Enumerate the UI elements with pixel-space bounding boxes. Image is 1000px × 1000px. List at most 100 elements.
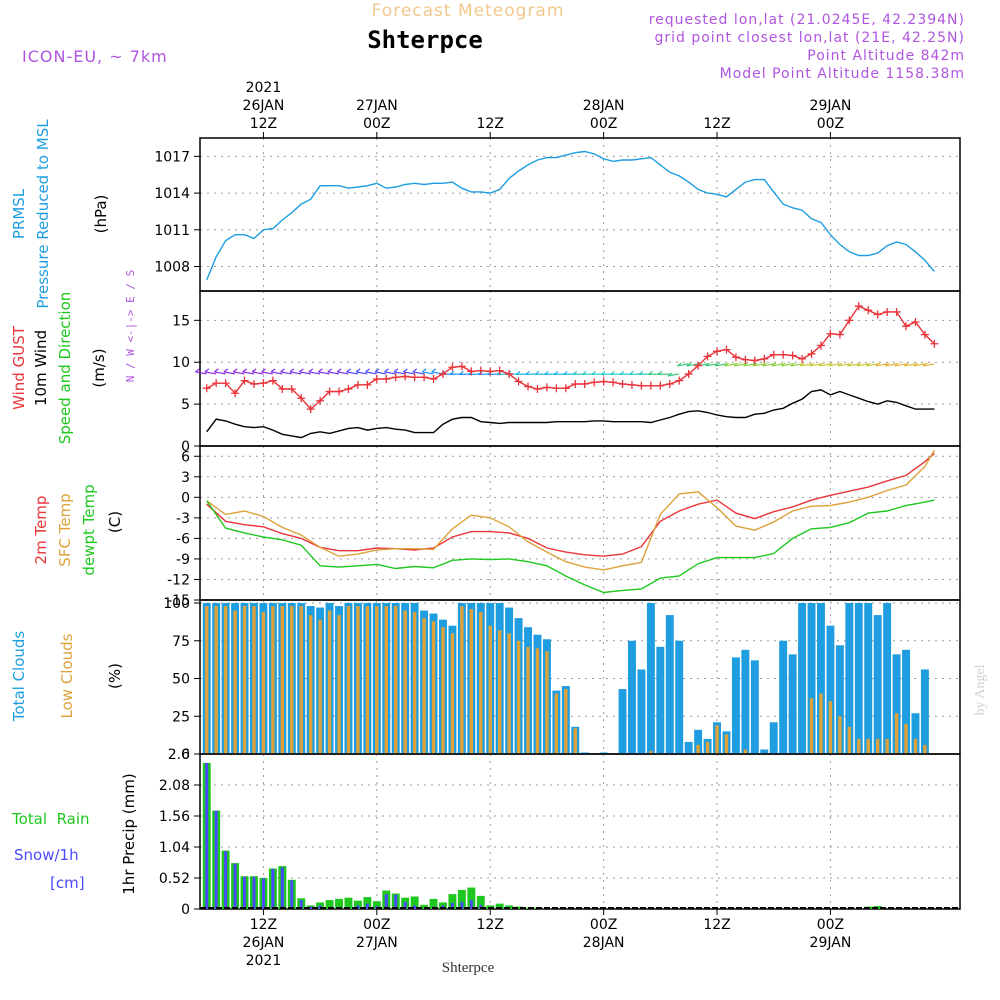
bottom-time-label: 2021 (246, 953, 282, 969)
total-clouds-bar (694, 729, 703, 754)
wind-direction-arrow (781, 363, 793, 367)
temp-dewpt-line (206, 499, 935, 594)
wind-arrow-head (355, 368, 361, 373)
wind-direction-arrow (223, 371, 236, 375)
snow-bar (243, 876, 247, 909)
wind-direction-arrow (677, 363, 689, 367)
snow-bar (261, 878, 265, 909)
precip-panel: Total Rain Snow/1h [cm] 1hr Precip (mm) … (11, 747, 961, 918)
low-clouds-bar (431, 621, 436, 754)
wind-arrow-head (232, 368, 238, 373)
rain-bar (410, 896, 419, 909)
wind-direction-arrow (412, 371, 425, 375)
total-clouds-bar (760, 749, 769, 754)
y-tick-label: 1.04 (159, 840, 190, 856)
rain-bar (420, 904, 429, 909)
y-tick-label: 3 (181, 470, 190, 486)
snow-bar (214, 810, 218, 909)
wind-arrow-head (289, 368, 295, 373)
low-clouds-bar (233, 610, 237, 754)
total-clouds-bar (656, 646, 665, 754)
snow-bar (309, 906, 313, 909)
temp-unit: (C) (106, 511, 124, 533)
wind-direction-arrow (790, 363, 803, 367)
total-clouds-bar (628, 640, 636, 754)
wind-direction-arrow (819, 363, 831, 367)
wind-arrow-head (308, 368, 314, 373)
wind-arrow-head (515, 370, 521, 375)
wind-direction-arrow (667, 373, 680, 377)
wind-direction-arrow (318, 371, 330, 375)
snow-bar (384, 894, 388, 909)
total-clouds-bar (845, 603, 854, 754)
low-clouds-bar (450, 633, 455, 754)
low-clouds-bar (242, 606, 247, 754)
wind-direction-arrow (771, 363, 784, 367)
wind-arrow-head (591, 370, 597, 375)
pressure-label-msl: Pressure Reduced to MSL (34, 119, 52, 309)
y-tick-label: 0 (181, 439, 190, 455)
point-altitude: Point Altitude 842m (807, 48, 965, 64)
low-clouds-bar (875, 738, 880, 754)
requested-lonlat: requested lon,lat (21.0245E, 42.2394N) (649, 12, 965, 28)
wind-direction-arrow (743, 363, 755, 367)
wind-arrow-head (619, 370, 625, 375)
bottom-time-label: 26JAN (243, 935, 285, 951)
wind-arrow-head (847, 362, 852, 367)
rain-bar (457, 889, 466, 909)
low-clouds-bar (838, 716, 842, 754)
wind-direction-arrow (762, 363, 774, 367)
precip-unit: 1hr Precip (mm) (120, 773, 138, 894)
wind-direction-arrow (355, 371, 368, 375)
total-clouds-bar (646, 603, 655, 754)
wind-direction-arrow (261, 371, 273, 375)
low-clouds-bar (441, 627, 445, 754)
wind-arrow-head (780, 362, 786, 367)
wind-arrow-head (733, 362, 739, 367)
wind-direction-arrow (715, 363, 727, 367)
total-clouds-bar (826, 625, 835, 754)
top-time-axis: 2021 26JAN 12Z 27JAN 00Z 12Z 28JAN 00Z 12Z 29JAN 0… (243, 80, 852, 138)
wind-arrow-head (743, 362, 748, 367)
wind-arrow-head (724, 362, 730, 367)
wind-arrow-head (922, 362, 928, 367)
wind-direction-arrow (242, 371, 255, 375)
wind-direction-arrow (280, 371, 292, 375)
low-clouds-bar (847, 726, 852, 754)
wind-arrow-head (534, 370, 540, 375)
low-clouds-bar (488, 625, 492, 754)
low-clouds-bar (346, 606, 351, 754)
wind-direction-arrow (346, 371, 359, 375)
wind-arrow-head (884, 362, 890, 367)
low-clouds-bar (252, 606, 256, 754)
total-clouds-bar (883, 603, 892, 754)
wind-arrow-head (204, 368, 210, 373)
wind-unit: (m/s) (90, 348, 108, 387)
low-clouds-bar (526, 646, 530, 754)
y-tick-label: 0 (181, 902, 190, 918)
top-time-label: 00Z (363, 116, 390, 132)
pressure-panel: PRMSL Pressure Reduced to MSL (hPa) 1008… (10, 119, 961, 309)
low-clouds-bar (819, 693, 823, 754)
temp-dewpt-label: dewpt Temp (80, 484, 98, 575)
top-time-label: 29JAN (810, 98, 852, 114)
top-time-label: 12Z (703, 116, 730, 132)
y-tick-label: 50 (172, 672, 190, 688)
wind-arrow-head (384, 368, 389, 373)
total-clouds-bar (750, 660, 759, 754)
total-clouds-bar (807, 603, 816, 754)
bottom-time-label: 00Z (590, 917, 617, 933)
wind-arrow-head (686, 362, 692, 367)
wind-direction-arrow (724, 363, 737, 367)
bottom-time-label: 29JAN (810, 935, 852, 951)
wind-arrow-head (638, 370, 644, 375)
low-clouds-bar (828, 701, 833, 754)
y-tick-label: 0 (181, 490, 190, 506)
snow-bar (290, 880, 294, 909)
wind-direction-arrow (308, 371, 321, 375)
wind-10m-line (206, 389, 935, 439)
rain-bar (353, 900, 362, 909)
super-title: Forecast Meteogram (372, 1, 565, 21)
temperature-panel: 2m Temp SFC Temp dewpt Temp (C) -15 -12 -9… (32, 445, 961, 609)
total-clouds-bar (769, 722, 778, 754)
